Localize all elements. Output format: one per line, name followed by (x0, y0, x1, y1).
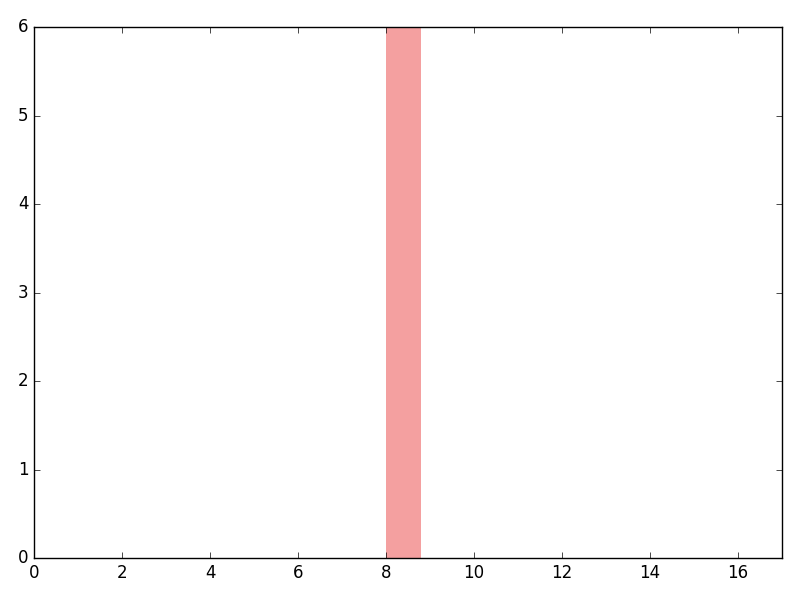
Bar (386, 27, 422, 559)
